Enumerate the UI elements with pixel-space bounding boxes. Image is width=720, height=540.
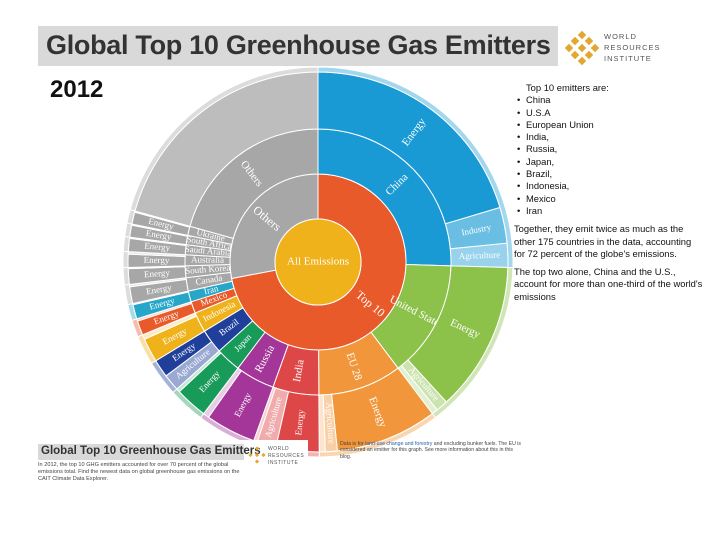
thumbnail-logo-line-3: INSTITUTE (268, 460, 299, 466)
list-item: Iran (514, 205, 704, 218)
title-banner: Global Top 10 Greenhouse Gas Emitters (38, 26, 558, 66)
sector-label: Energy (144, 267, 171, 279)
side-panel: Top 10 emitters are: China U.S.A Europea… (514, 82, 704, 303)
sector-label: Energy (144, 240, 171, 252)
emitters-heading: Top 10 emitters are: (526, 82, 609, 93)
summary-paragraph-2: The top two alone, China and the U.S., a… (514, 266, 703, 302)
sector-label: Agriculture (324, 402, 337, 444)
list-item: India, (514, 131, 704, 144)
list-item: Brazil, (514, 168, 704, 181)
logo-line-3: INSTITUTE (604, 54, 652, 63)
thumbnail-logo-icon (248, 446, 266, 464)
sector-label: Energy (144, 255, 170, 265)
logo-line-2: RESOURCES (604, 43, 661, 52)
center-label: All Emissions (287, 256, 349, 268)
wri-logo: WORLD RESOURCES INSTITUTE (564, 28, 684, 68)
source-note-rest: and excluding bunker fuels. The EU is co… (340, 441, 522, 460)
outer-rim-segment (122, 250, 129, 269)
thumbnail-logo-line-1: WORLD (268, 446, 290, 452)
list-item: China (514, 94, 704, 107)
list-item: Russia, (514, 143, 704, 156)
summary-paragraph-1: Together, they emit twice as much as the… (514, 223, 692, 259)
country-label: India (291, 359, 307, 383)
thumbnail-card: Global Top 10 Greenhouse Gas Emitters In… (38, 440, 308, 490)
list-item: European Union (514, 119, 704, 132)
list-item: Indonesia, (514, 180, 704, 193)
sector-label: Energy (293, 409, 306, 436)
list-item: U.S.A (514, 107, 704, 120)
thumbnail-body: In 2012, the top 10 GHG emitters account… (38, 462, 240, 482)
source-note-prefix: Data is for (340, 441, 366, 447)
thumbnail-logo-line-2: RESOURCES (268, 453, 305, 459)
outer-rim-segment (122, 235, 131, 253)
sector-label: Energy (145, 282, 173, 296)
year-label: 2012 (50, 76, 104, 103)
outer-rim-segment (129, 66, 319, 212)
thumbnail-title: Global Top 10 Greenhouse Gas Emitters (41, 445, 261, 457)
sector-label: Agriculture (458, 250, 500, 261)
country-label: Australia (191, 254, 224, 264)
outer-rim-segment (122, 266, 130, 286)
center-disc (274, 218, 362, 306)
thumbnail-logo: WORLD RESOURCES INSTITUTE (248, 442, 308, 482)
wri-logo-icon (564, 30, 600, 66)
logo-line-1: WORLD (604, 32, 637, 41)
page-title: Global Top 10 Greenhouse Gas Emitters (46, 30, 551, 60)
source-note-link[interactable]: land-use change and forestry (365, 441, 433, 447)
source-note: Data is for land-use change and forestry… (340, 441, 522, 460)
list-item: Mexico (514, 193, 704, 206)
list-item: Japan, (514, 156, 704, 169)
emitters-list: China U.S.A European Union India, Russia… (514, 94, 704, 217)
thumbnail-banner: Global Top 10 Greenhouse Gas Emitters (38, 444, 261, 460)
